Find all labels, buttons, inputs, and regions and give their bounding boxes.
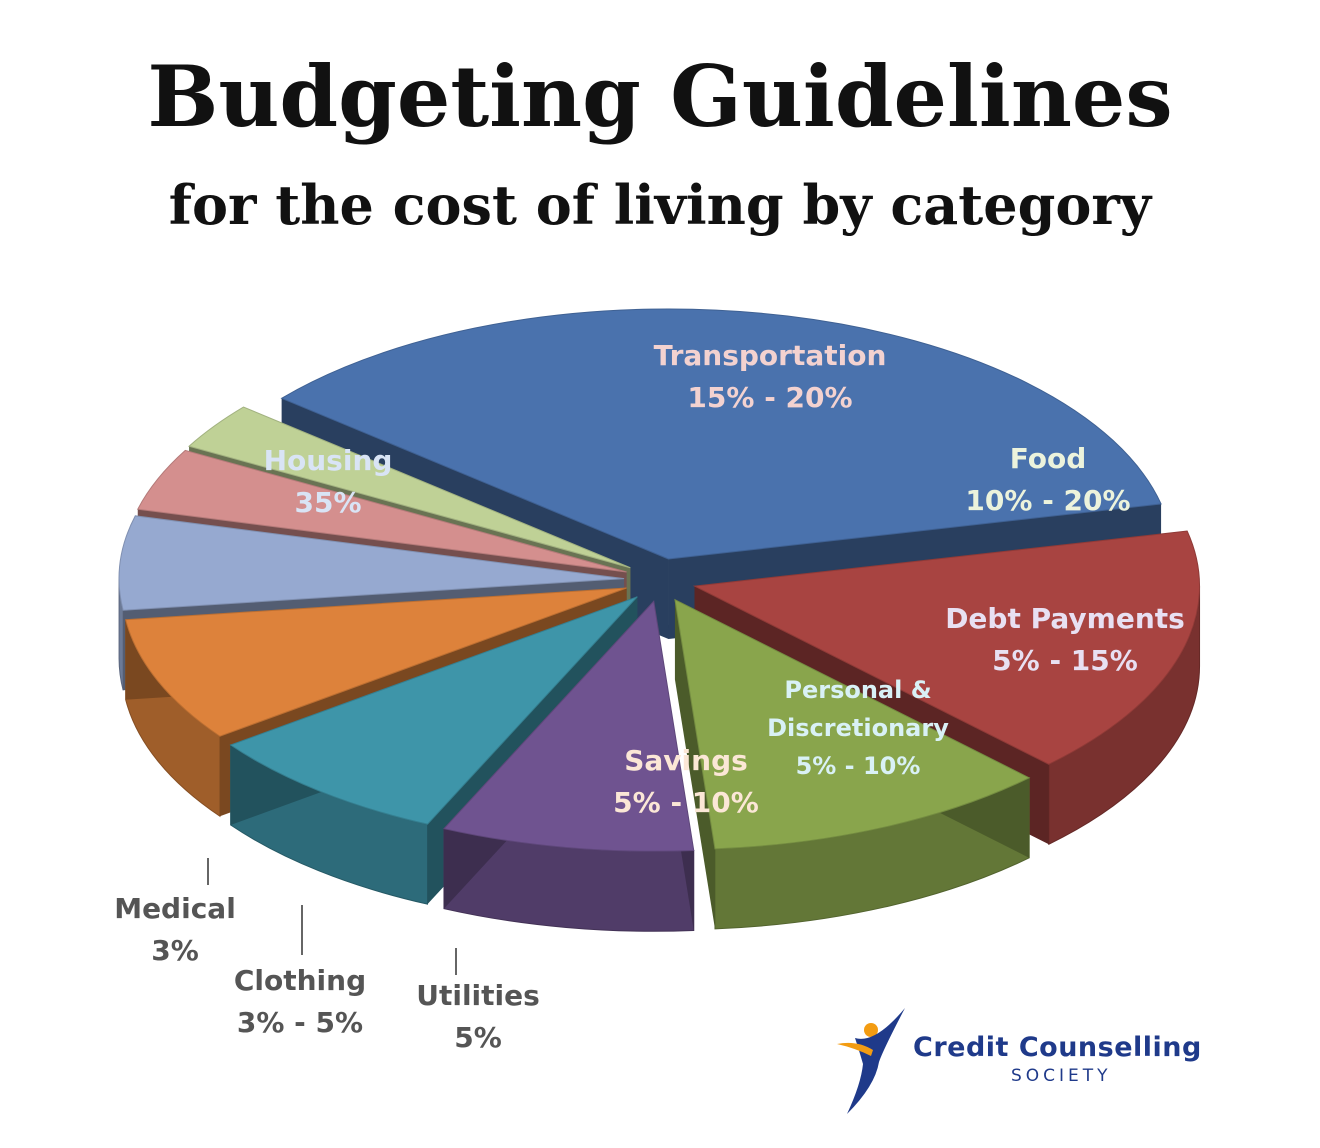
slice-top [229,596,638,825]
data-label-medical: Medical 3% [114,892,236,967]
logo-line1: Credit Counselling [913,1032,1202,1063]
data-label-savings: Savings 5% - 10% [613,744,759,819]
chart-title: Budgeting Guidelines [147,47,1173,146]
slice-top [692,530,1201,765]
data-label-personal-discretionary: Personal & Discretionary 5% - 10% [767,676,949,780]
data-label-transportation: Transportation 15% - 20% [654,339,887,414]
data-label-food: Food 10% - 20% [965,442,1130,517]
data-label-debt-payments: Debt Payments 5% - 15% [945,602,1185,677]
slice-cut-face [674,599,715,929]
slice-top [136,449,627,573]
slice-top [280,308,1162,560]
pie-slice-food [674,598,1031,930]
data-label-clothing: Clothing 3% - 5% [234,964,366,1039]
slice-top [674,598,1031,850]
slice-top [125,587,627,737]
slice-top [188,406,631,569]
runner-icon [837,1008,905,1114]
credit-counselling-society-logo: Credit Counselling SOCIETY [835,1000,1255,1120]
pie-slice-debt-payments [443,600,695,932]
chart-subtitle: for the cost of living by category [168,173,1152,237]
data-label-utilities: Utilities 5% [416,979,540,1054]
logo-line2: SOCIETY [1011,1066,1112,1086]
data-label-housing: Housing 35% [264,444,393,519]
slice-top [118,515,625,611]
slice-top [443,600,695,852]
